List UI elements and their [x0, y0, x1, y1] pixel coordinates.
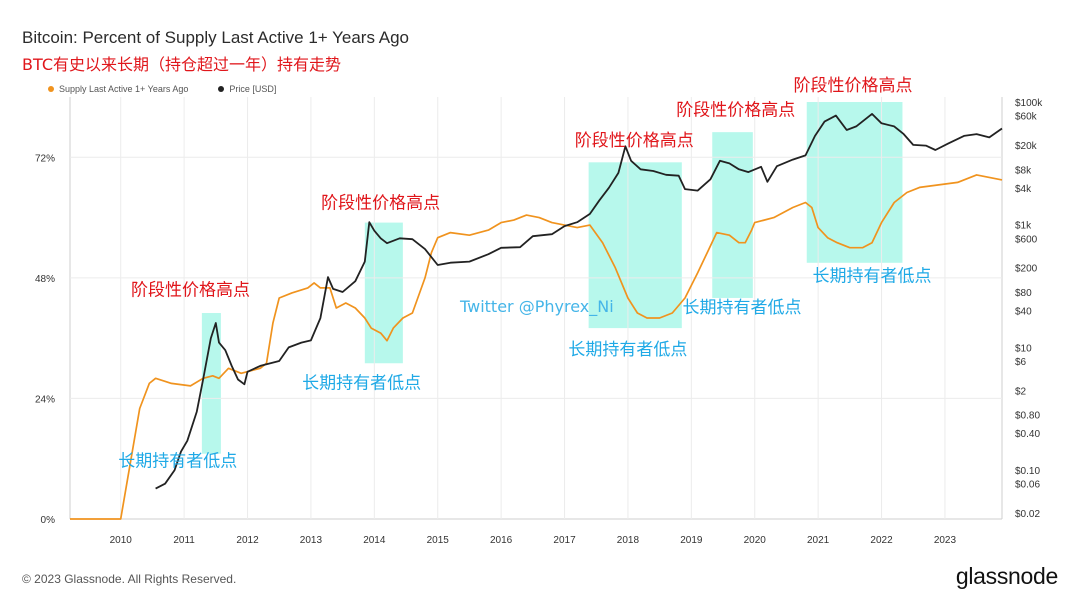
x-tick-label: 2023 [934, 535, 957, 546]
legend-dot-supply [48, 86, 54, 92]
x-tick-label: 2012 [236, 535, 259, 546]
annotations: 阶段性价格高点阶段性价格高点阶段性价格高点阶段性价格高点阶段性价格高点长期持有者… [118, 76, 931, 471]
chart-subtitle: BTC有史以来长期（持仓超过一年）持有走势 [22, 55, 341, 74]
y-right-tick-label: $600 [1015, 234, 1038, 245]
copyright-text: © 2023 Glassnode. All Rights Reserved. [22, 572, 237, 586]
annotation-holder-low: 长期持有者低点 [302, 373, 421, 393]
x-tick-label: 2017 [553, 535, 576, 546]
annotation-price-high: 阶段性价格高点 [131, 280, 250, 300]
highlight-region-5 [806, 102, 903, 263]
chart-legend: Supply Last Active 1+ Years Ago Price [U… [48, 84, 306, 94]
highlight-regions [201, 102, 903, 454]
series-lines [70, 113, 1003, 520]
annotation-price-high: 阶段性价格高点 [676, 101, 795, 121]
y-right-tick-label: $10 [1015, 343, 1032, 354]
x-tick-label: 2016 [490, 535, 513, 546]
annotation-holder-low: 长期持有者低点 [118, 451, 237, 471]
y-right-tick-label: $1k [1015, 221, 1032, 232]
x-tick-label: 2010 [110, 535, 133, 546]
highlight-region-4 [712, 132, 753, 298]
y-right-tick-label: $0.06 [1015, 480, 1040, 491]
y-right-tick-label: $0.02 [1015, 509, 1040, 520]
annotation-price-high: 阶段性价格高点 [321, 194, 440, 214]
x-tick-label: 2020 [744, 535, 767, 546]
x-tick-label: 2013 [300, 535, 323, 546]
x-tick-label: 2014 [363, 535, 386, 546]
annotation-holder-low: 长期持有者低点 [813, 266, 932, 286]
y-right-tick-label: $200 [1015, 264, 1038, 275]
y-right-tick-label: $60k [1015, 112, 1038, 123]
y-left-tick-label: 72% [35, 153, 55, 164]
y-right-tick-label: $80 [1015, 288, 1032, 299]
y-right-tick-label: $100k [1015, 98, 1043, 109]
x-tick-label: 2011 [173, 535, 195, 546]
legend-label-supply: Supply Last Active 1+ Years Ago [59, 84, 189, 94]
series-line-price [155, 113, 1003, 490]
chart-title: Bitcoin: Percent of Supply Last Active 1… [22, 28, 409, 47]
y-right-tick-label: $40 [1015, 306, 1032, 317]
grid [69, 97, 1003, 520]
x-tick-label: 2018 [617, 535, 640, 546]
x-tick-label: 2015 [427, 535, 450, 546]
y-right-tick-label: $8k [1015, 165, 1032, 176]
axes: 2010 2011 2012 2013 2014 2015 2016 2017 2018 2019… [35, 98, 1043, 546]
y-right-tick-label: $2 [1015, 386, 1027, 397]
y-left-tick-label: 24% [35, 394, 55, 405]
legend-item-supply[interactable]: Supply Last Active 1+ Years Ago [48, 84, 188, 94]
twitter-watermark: Twitter @Phyrex_Ni [459, 297, 614, 317]
y-right-tick-label: $0.10 [1015, 466, 1040, 477]
annotation-holder-low: 长期持有者低点 [683, 298, 802, 318]
x-tick-label: 2022 [870, 535, 893, 546]
y-right-tick-label: $0.40 [1015, 429, 1040, 440]
legend-dot-price [218, 86, 225, 92]
y-right-tick-label: $4k [1015, 184, 1032, 195]
y-left-tick-label: 48% [35, 274, 55, 285]
highlight-region-1 [201, 313, 221, 454]
annotation-holder-low: 长期持有者低点 [568, 340, 687, 360]
x-tick-label: 2019 [680, 535, 703, 546]
legend-label-price: Price [USD] [229, 84, 277, 94]
series-line-supply [70, 174, 1003, 520]
y-left-tick-label: 0% [41, 515, 56, 526]
y-right-tick-label: $6 [1015, 357, 1027, 368]
y-right-tick-label: $20k [1015, 141, 1038, 152]
y-right-tick-label: $0.80 [1015, 411, 1040, 422]
annotation-price-high: 阶段性价格高点 [575, 131, 694, 151]
glassnode-logo: glassnode [955, 563, 1058, 589]
x-tick-label: 2021 [807, 535, 830, 546]
highlight-region-2 [364, 222, 403, 364]
annotation-price-high: 阶段性价格高点 [794, 76, 913, 96]
legend-item-price[interactable]: Price [USD] [218, 84, 276, 94]
